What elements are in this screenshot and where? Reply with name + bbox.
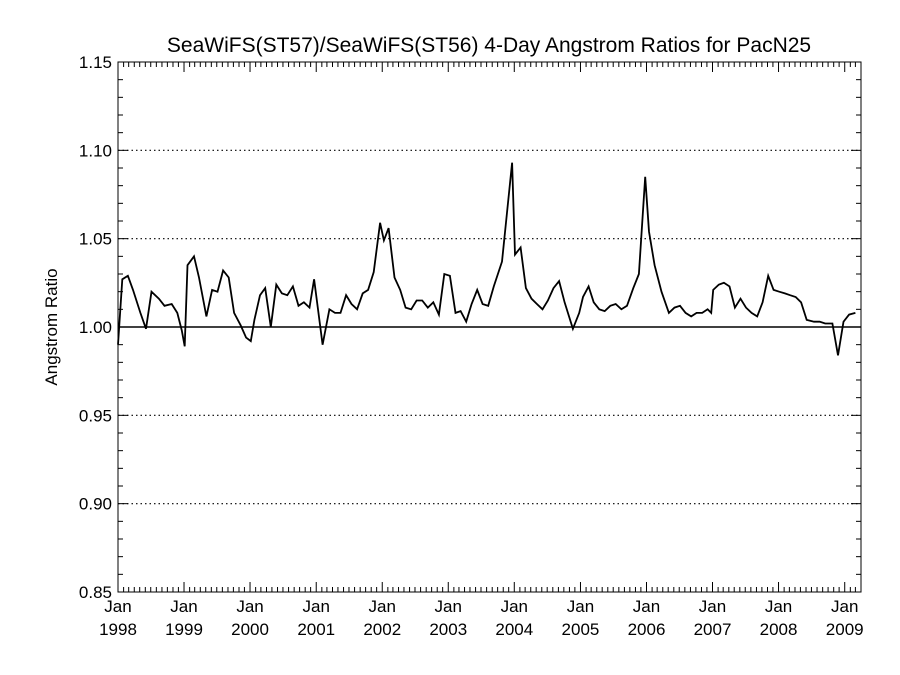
x-tick-month-label: Jan: [435, 597, 462, 616]
x-tick-month-label: Jan: [369, 597, 396, 616]
x-tick-month-label: Jan: [104, 597, 131, 616]
chart-title: SeaWiFS(ST57)/SeaWiFS(ST56) 4-Day Angstr…: [167, 34, 811, 57]
x-tick-year-label: 2005: [562, 620, 600, 639]
x-tick-year-label: 2006: [628, 620, 666, 639]
x-tick-month-label: Jan: [567, 597, 594, 616]
plot-area: 0.85 0.90 0.95 1.00 1.05 1.10 1.15 Jan 1998 Jan 19…: [79, 53, 864, 639]
x-tick-year-label: 2001: [297, 620, 335, 639]
x-tick-year-label: 2003: [429, 620, 467, 639]
y-tick-label: 0.90: [79, 495, 112, 514]
y-tick-label: 1.05: [79, 230, 112, 249]
x-tick-year-label: 2000: [231, 620, 269, 639]
x-tick-month-label: Jan: [699, 597, 726, 616]
y-tick-label: 1.10: [79, 141, 112, 160]
series-line: [117, 162, 856, 356]
x-tick-year-label: 2008: [760, 620, 798, 639]
y-tick-label: 1.15: [79, 53, 112, 72]
x-tick-year-label: 1998: [99, 620, 137, 639]
x-tick-year-label: 2002: [363, 620, 401, 639]
x-tick-month-label: Jan: [303, 597, 330, 616]
x-tick-year-label: 2007: [694, 620, 732, 639]
x-tick-month-label: Jan: [236, 597, 263, 616]
x-tick-month-label: Jan: [170, 597, 197, 616]
x-tick-year-label: 1999: [165, 620, 203, 639]
x-tick-month-label: Jan: [831, 597, 858, 616]
y-tick-label: 0.85: [79, 583, 112, 602]
x-tick-month-label: Jan: [633, 597, 660, 616]
x-tick-month-label: Jan: [501, 597, 528, 616]
x-tick-year-label: 2004: [495, 620, 533, 639]
y-tick-label: 0.95: [79, 406, 112, 425]
x-tick-month-label: Jan: [765, 597, 792, 616]
y-axis-label: Angstrom Ratio: [42, 268, 61, 385]
y-tick-label: 1.00: [79, 318, 112, 337]
x-tick-year-label: 2009: [826, 620, 864, 639]
